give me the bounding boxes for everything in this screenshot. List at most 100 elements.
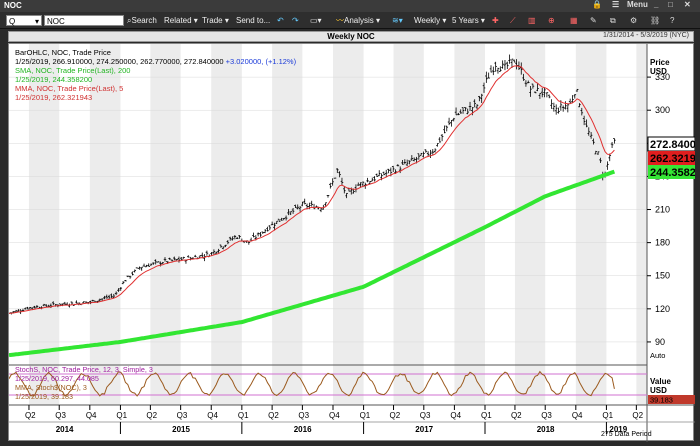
analysis-menu[interactable]: 〰Analysis ▾ — [336, 16, 381, 25]
close-icon[interactable]: ✕ — [684, 0, 691, 9]
symbol-type-select[interactable]: Q ▾ — [6, 15, 42, 26]
ohlc-bar — [238, 235, 241, 239]
maximize-icon[interactable]: □ — [668, 0, 673, 9]
ohlc-bar — [33, 305, 36, 309]
x-quarter-label: Q1 — [360, 411, 371, 420]
chart-svg[interactable]: BarOHLC, NOC, Trade Price 1/25/2019, 266… — [7, 44, 696, 442]
y-tick-label: 120 — [655, 304, 670, 314]
ohlc-bar — [599, 157, 602, 163]
price-axis-title: Price — [650, 58, 670, 67]
screenshot-icon[interactable]: ⧉ — [610, 16, 616, 25]
ohlc-bar — [589, 132, 593, 139]
help-icon[interactable]: ? — [670, 16, 675, 25]
ohlc-bar — [585, 119, 588, 128]
ohlc-bar — [384, 169, 388, 177]
ohlc-bar — [419, 152, 423, 156]
analysis-label: Analysis — [344, 16, 374, 25]
ohlc-bar — [557, 107, 560, 114]
ohlc-bar — [396, 164, 400, 167]
ohlc-bar — [135, 267, 139, 269]
quarter-shade — [514, 44, 546, 405]
ohlc-bar — [459, 109, 463, 114]
ohlc-bar — [268, 225, 272, 231]
ohlc-bar — [401, 160, 404, 165]
link-icon[interactable]: ⛓ — [650, 16, 661, 25]
quarter-shade — [393, 44, 424, 405]
draw-icon[interactable]: ≋▾ — [392, 16, 403, 25]
legend-line-2: 1/25/2019, 266.910000, 274.250000, 262.7… — [15, 57, 297, 66]
ohlc-bar — [277, 218, 281, 222]
ohlc-bar — [173, 256, 176, 261]
ohlc-bar — [475, 104, 479, 110]
ohlc-bar — [147, 263, 151, 267]
symbol-input[interactable]: NOC — [44, 15, 124, 26]
trade-menu[interactable]: Trade ▾ — [202, 16, 229, 25]
chart-title: Weekly NOC — [327, 32, 375, 41]
ohlc-bar — [156, 261, 160, 263]
ohlc-bar — [170, 259, 174, 262]
zoom-icon[interactable]: ⊕ — [548, 16, 555, 25]
search-button[interactable]: ⌕Search — [127, 15, 157, 26]
ohlc-bar — [252, 232, 255, 238]
lock-icon[interactable]: 🔒 — [592, 0, 602, 9]
legend-change: +3.020000, (+1.12%) — [226, 57, 297, 66]
folder-icon[interactable]: ▭▾ — [310, 16, 322, 25]
minimize-icon[interactable]: _ — [654, 0, 659, 9]
bar-chart-icon[interactable]: ▥ — [528, 16, 536, 25]
ohlc-bar — [375, 173, 379, 177]
quarter-shade — [211, 44, 242, 405]
ohlc-bar — [340, 177, 344, 186]
ohlc-bar — [547, 94, 551, 99]
undo-icon[interactable]: ↶ — [277, 16, 284, 25]
chevron-down-icon: ▾ — [34, 17, 39, 26]
range-select[interactable]: 5 Years ▾ — [452, 16, 485, 25]
send-to-menu[interactable]: Send to... — [236, 15, 270, 26]
grid-lines — [9, 76, 647, 343]
chart-area[interactable]: BarOHLC, NOC, Trade Price 1/25/2019, 266… — [7, 43, 696, 442]
ohlc-bar — [333, 177, 337, 179]
ohlc-bar — [431, 149, 435, 155]
x-quarter-label: Q3 — [55, 411, 66, 420]
ohlc-bar — [75, 300, 78, 304]
x-quarter-label: Q3 — [420, 411, 431, 420]
x-axis-quarters: Q2 Q3 Q4 Q1 Q2 Q3 Q4 Q1 Q2 Q3 Q4 Q1 Q2 Q3 Q4 Q1 Q2 Q3 Q4 Q1… — [25, 405, 644, 420]
x-quarter-label: Q3 — [541, 411, 552, 420]
redo-icon[interactable]: ↷ — [292, 16, 299, 25]
ohlc-bar — [373, 176, 376, 182]
quarter-shade — [575, 44, 607, 405]
app-menu-icon[interactable]: ☰ — [612, 0, 620, 9]
ohlc-bar — [345, 192, 348, 199]
ohlc-bar — [417, 153, 421, 160]
line-chart-icon[interactable]: ⟋ — [510, 16, 516, 25]
ohlc-bar — [489, 65, 493, 73]
ohlc-bar — [119, 287, 123, 291]
period-select[interactable]: Weekly ▾ — [414, 16, 447, 25]
y-tick-label: 300 — [655, 105, 670, 115]
ohlc-bar — [443, 125, 446, 134]
ohlc-bar — [131, 271, 134, 276]
ohlc-bar — [228, 236, 232, 241]
draw-pencil-icon[interactable]: ✎ — [590, 16, 597, 25]
menu-label[interactable]: Menu — [627, 0, 648, 9]
ohlc-bar — [538, 92, 542, 99]
crosshair-icon[interactable]: ✚ — [492, 16, 499, 25]
ohlc-bar — [436, 143, 439, 147]
ohlc-bar — [28, 307, 32, 310]
ohlc-bar — [545, 92, 549, 98]
auto-scale-toggle[interactable]: Auto — [650, 351, 665, 360]
x-quarter-label: Q1 — [238, 411, 249, 420]
ohlc-bar — [256, 232, 260, 237]
related-menu[interactable]: Related ▾ — [164, 16, 198, 25]
ohlc-bar — [224, 244, 227, 248]
ohlc-bar — [233, 235, 237, 240]
ohlc-bar — [482, 82, 486, 93]
grid-icon[interactable]: ▦ — [570, 16, 578, 25]
ohlc-bar — [422, 151, 425, 158]
ohlc-bar — [554, 104, 558, 115]
ohlc-bar — [70, 301, 74, 305]
ohlc-bar — [289, 211, 293, 216]
ohlc-bar — [103, 295, 106, 300]
settings-icon[interactable]: ⚙ — [630, 16, 638, 25]
ohlc-bar — [505, 61, 509, 70]
x-quarter-label: Q1 — [602, 411, 613, 420]
